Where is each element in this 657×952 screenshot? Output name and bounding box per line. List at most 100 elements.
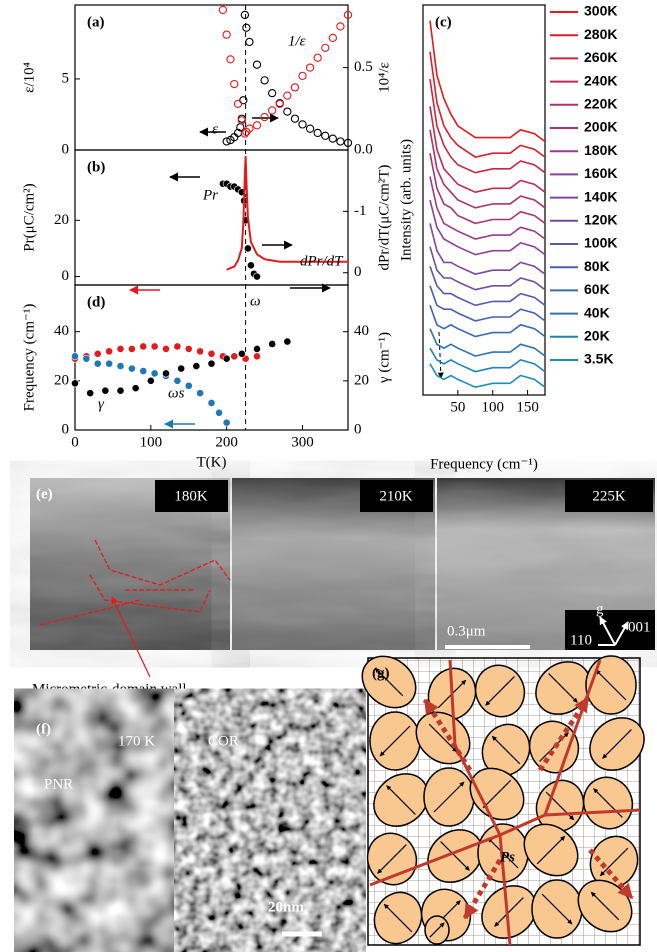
- data-point: [240, 97, 247, 104]
- axis-label: 001: [628, 619, 651, 635]
- legend-label: 100K: [584, 235, 617, 251]
- data-point: [94, 360, 101, 367]
- data-point: [231, 80, 238, 87]
- data-line: [430, 364, 545, 387]
- data-point: [208, 350, 215, 357]
- data-point: [246, 38, 253, 45]
- data-point: [322, 44, 329, 51]
- data-line: [430, 106, 545, 192]
- panel-label: (b): [87, 159, 105, 175]
- data-point: [193, 363, 200, 370]
- x-axis-label: Frequency (cm⁻¹): [430, 456, 538, 472]
- data-line: [430, 348, 545, 371]
- x-tick-label: 0: [71, 434, 79, 450]
- data-line: [430, 130, 545, 208]
- data-point: [106, 360, 113, 367]
- y-axis-label: ε/10⁴: [21, 62, 37, 93]
- data-point: [128, 365, 135, 372]
- data-point: [208, 399, 215, 406]
- x-tick-label: 50: [450, 399, 465, 415]
- data-point: [306, 125, 313, 132]
- data-point: [223, 31, 230, 38]
- region-label: COR: [208, 733, 239, 749]
- data-point: [322, 132, 329, 139]
- data-point: [208, 360, 215, 367]
- y2-axis-label: 10⁴/ε: [376, 62, 392, 93]
- data-point: [238, 350, 245, 357]
- legend-label: 160K: [584, 165, 617, 181]
- y2-tick-label: 0: [354, 264, 362, 280]
- legend-label: 20K: [584, 328, 610, 344]
- data-point: [140, 367, 147, 374]
- data-point: [253, 273, 260, 280]
- data-point: [227, 56, 234, 63]
- data-point: [162, 345, 169, 352]
- data-point: [337, 138, 344, 145]
- temperature: 210K: [379, 488, 413, 504]
- data-point: [253, 122, 260, 129]
- data-point: [117, 387, 124, 394]
- legend-label: 280K: [584, 26, 617, 42]
- y-axis-label: Intensity (arb. units): [398, 139, 414, 261]
- temperature: 180K: [174, 488, 208, 504]
- data-point: [106, 348, 113, 355]
- y2-tick-label: 0.0: [354, 141, 373, 157]
- data-point: [261, 113, 268, 120]
- x-tick-label: 200: [215, 434, 238, 450]
- scale-label: 20nm: [268, 899, 304, 915]
- y-axis-label: Pr(μC/cm²): [21, 183, 37, 251]
- y2-tick-label: 40: [354, 323, 369, 339]
- data-point: [128, 345, 135, 352]
- data-point: [215, 409, 222, 416]
- y-tick-label: 5: [62, 70, 70, 86]
- series-label: 1/ε: [288, 33, 306, 49]
- data-point: [284, 338, 291, 345]
- y-tick-label: 20: [54, 372, 69, 388]
- data-point: [219, 6, 226, 13]
- x-tick-label: 300: [291, 434, 314, 450]
- data-point: [94, 350, 101, 357]
- data-point: [147, 377, 154, 384]
- legend-label: 140K: [584, 188, 617, 204]
- legend-label: 3.5K: [584, 351, 614, 367]
- data-line: [430, 329, 545, 356]
- series-label: ω: [250, 293, 261, 309]
- legend-label: 220K: [584, 96, 617, 112]
- data-point: [247, 262, 254, 269]
- legend-label: 180K: [584, 142, 617, 158]
- pnr-image: [30, 712, 190, 945]
- data-point: [132, 385, 139, 392]
- caption: Micrometric-domain wall: [32, 681, 187, 697]
- y2-tick-label: 20: [354, 372, 369, 388]
- scale-label: 0.3μm: [447, 623, 486, 639]
- data-point: [231, 353, 238, 360]
- figure: (e) 180K 210K 225K 0.3μm g 001 110 Micro…: [0, 0, 657, 952]
- data-point: [253, 61, 260, 68]
- panel-label: (g): [372, 665, 390, 681]
- data-point: [162, 370, 169, 377]
- data-point: [151, 343, 158, 350]
- legend-label: 40K: [584, 304, 610, 320]
- y-tick-label: 0: [62, 421, 70, 437]
- data-point: [269, 340, 276, 347]
- data-point: [291, 84, 298, 91]
- y2-tick-label: -1: [354, 203, 367, 219]
- data-point: [306, 64, 313, 71]
- legend-label: 300K: [584, 3, 617, 19]
- legend-label: 120K: [584, 212, 617, 228]
- data-line: [430, 223, 545, 274]
- data-point: [117, 363, 124, 370]
- x-tick-label: 150: [516, 399, 539, 415]
- panel-f: (f) 170 K PNR COR 20nm: [30, 712, 350, 945]
- series-label: ωs: [168, 385, 185, 401]
- panel-label: (e): [36, 486, 53, 502]
- x-tick-label: 100: [481, 399, 504, 415]
- y-axis-label: Frequency (cm⁻¹): [21, 304, 37, 412]
- y2-axis-label: γ (cm⁻¹): [376, 332, 392, 384]
- legend-label: 200K: [584, 119, 617, 135]
- data-point: [151, 370, 158, 377]
- data-point: [253, 345, 260, 352]
- series-label: Pr: [202, 187, 218, 203]
- panel-label: (a): [87, 14, 105, 30]
- data-line: [430, 200, 545, 255]
